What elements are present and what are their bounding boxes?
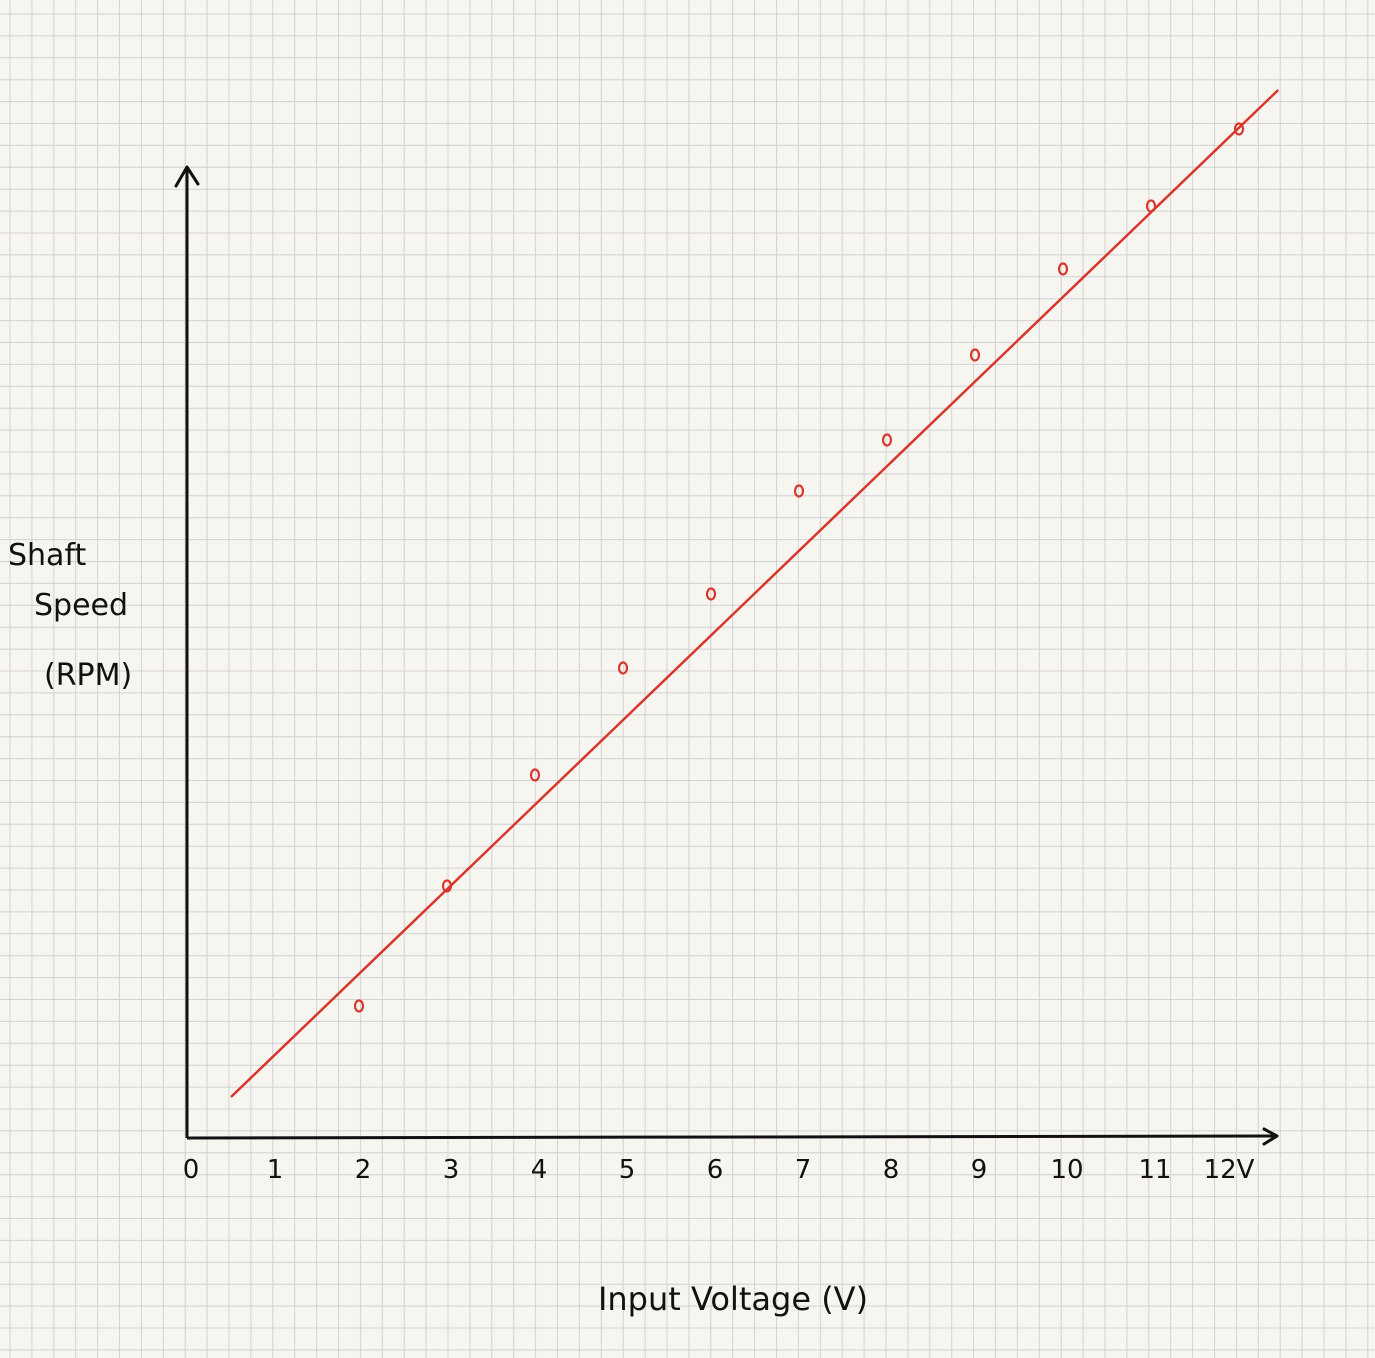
- y-axis-label-line: (RPM): [44, 658, 132, 693]
- data-point: [793, 484, 805, 498]
- data-point: [529, 768, 541, 782]
- x-tick-label: 3: [443, 1155, 460, 1185]
- data-point: [353, 999, 365, 1013]
- y-axis-arrowhead: [174, 165, 200, 188]
- y-axis-label: Shaft Speed (RPM): [8, 538, 132, 693]
- data-point: [1233, 122, 1245, 136]
- x-tick-label: 10: [1050, 1155, 1083, 1185]
- fit-line: [230, 89, 1280, 1098]
- data-point: [441, 879, 453, 893]
- x-tick-label: 1: [267, 1155, 284, 1185]
- x-tick-label: 7: [795, 1155, 812, 1185]
- x-axis-line: [186, 1134, 1276, 1140]
- x-tick-label: 6: [707, 1155, 724, 1185]
- x-tick-label: 5: [619, 1155, 636, 1185]
- x-tick-label: 12V: [1204, 1155, 1255, 1185]
- x-axis-label: Input Voltage (V): [598, 1280, 868, 1318]
- x-tick-label: 9: [971, 1155, 988, 1185]
- data-point: [1057, 262, 1069, 276]
- x-tick-label: 11: [1138, 1155, 1171, 1185]
- x-tick-label: 8: [883, 1155, 900, 1185]
- data-points: [353, 122, 1245, 1013]
- x-axis-arrowhead: [1262, 1127, 1279, 1146]
- data-point: [1145, 199, 1157, 213]
- data-point: [969, 348, 981, 362]
- data-point: [705, 587, 717, 601]
- y-axis-label-line: Shaft: [8, 538, 86, 573]
- y-axis-label-line: Speed: [34, 588, 128, 623]
- x-tick-label: 0: [183, 1155, 200, 1185]
- data-point: [881, 433, 893, 447]
- data-point: [617, 661, 629, 675]
- x-tick-label: 4: [531, 1155, 548, 1185]
- axes: [174, 165, 1279, 1146]
- x-tick-labels: 0 1 2 3 4 5 6 7 8 9 10 11 12V: [183, 1155, 1255, 1185]
- fit-line-group: [230, 89, 1280, 1098]
- x-tick-label: 2: [355, 1155, 372, 1185]
